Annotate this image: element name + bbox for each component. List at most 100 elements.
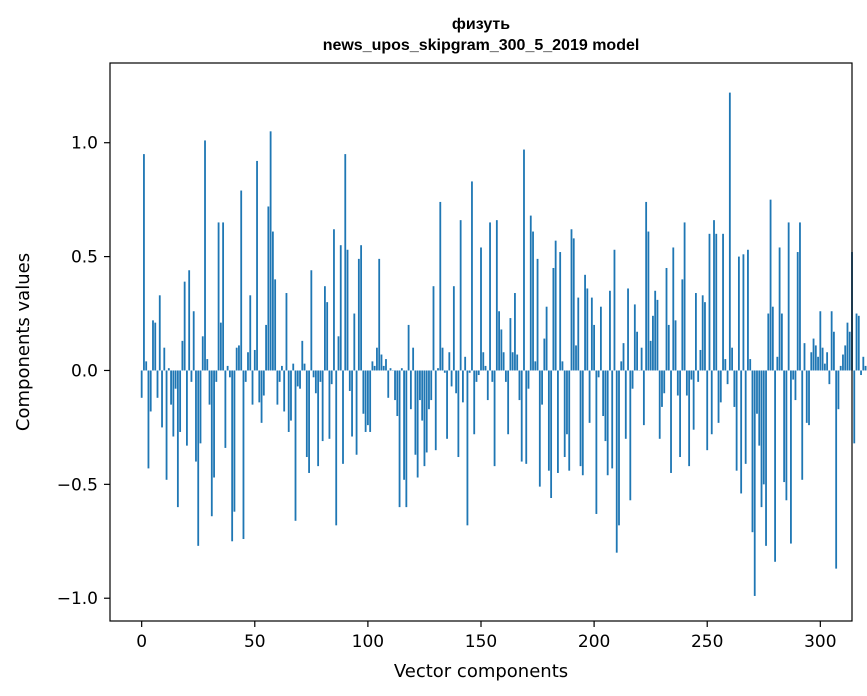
bar-34	[217, 222, 220, 371]
bar-253	[713, 220, 715, 371]
bar-236	[674, 320, 677, 371]
bar-297	[812, 338, 815, 371]
bar-119	[409, 370, 412, 410]
bar-244	[692, 370, 695, 430]
bar-239	[681, 279, 684, 371]
bar-21	[188, 270, 191, 371]
bar-200	[593, 324, 596, 371]
bar-266	[742, 254, 745, 371]
bar-316	[855, 313, 858, 371]
y-tick-label: −1.0	[57, 589, 98, 609]
bar-39	[228, 370, 231, 378]
bar-241	[685, 370, 688, 396]
bar-67	[292, 363, 295, 371]
bar-183	[554, 240, 557, 371]
bar-271	[753, 370, 756, 596]
bar-91	[346, 249, 349, 371]
bar-285	[785, 370, 788, 501]
bar-234	[670, 370, 672, 473]
bar-181	[550, 370, 553, 499]
bar-269	[749, 359, 752, 371]
y-tick-label: 1.0	[71, 134, 98, 154]
bar-175	[536, 258, 539, 371]
bar-290	[796, 252, 799, 371]
bar-274	[760, 370, 763, 508]
bar-262	[733, 370, 736, 407]
x-axis-label: Vector components	[394, 661, 568, 682]
bar-171	[527, 370, 530, 389]
bar-86	[335, 370, 338, 526]
bar-98	[362, 370, 365, 414]
bar-16	[176, 370, 179, 508]
bar-89	[342, 370, 344, 464]
bar-229	[658, 370, 661, 439]
bar-112	[394, 370, 396, 401]
bar-158	[498, 311, 500, 371]
bar-163	[509, 318, 512, 371]
bar-18	[181, 340, 184, 371]
bar-76	[312, 370, 315, 378]
bar-6	[154, 322, 157, 371]
bar-83	[328, 370, 331, 439]
bar-131	[437, 368, 439, 371]
bar-191	[572, 238, 575, 371]
bar-113	[396, 370, 399, 417]
bar-215	[627, 288, 629, 371]
bar-279	[771, 306, 774, 371]
bar-319	[862, 356, 865, 371]
bar-217	[631, 370, 634, 389]
bar-194	[579, 370, 582, 467]
bar-307	[835, 370, 838, 569]
bar-174	[534, 361, 537, 371]
bar-121	[414, 370, 417, 455]
bar-126	[425, 370, 428, 453]
bar-189	[568, 370, 571, 471]
bar-258	[724, 359, 727, 371]
bar-169	[523, 149, 525, 371]
bar-246	[697, 370, 700, 382]
bar-214	[624, 370, 627, 439]
bar-204	[602, 370, 605, 417]
bar-210	[615, 370, 618, 553]
bar-51	[256, 160, 258, 371]
bar-293	[803, 343, 806, 371]
bar-152	[484, 365, 487, 371]
bar-197	[586, 288, 589, 371]
plot-area-frame	[109, 62, 853, 622]
bar-150	[480, 247, 482, 371]
bar-223	[645, 201, 648, 371]
bar-30	[208, 370, 211, 405]
bar-222	[642, 370, 645, 426]
bar-252	[710, 370, 713, 435]
bar-42	[235, 347, 238, 371]
bar-11	[165, 370, 168, 480]
chart-title-line-1: физуть	[452, 16, 510, 33]
bar-108	[385, 359, 387, 371]
bar-12	[167, 368, 170, 371]
bar-20	[186, 370, 188, 446]
bar-25	[197, 370, 200, 546]
bar-230	[661, 370, 663, 407]
bar-160	[502, 352, 505, 371]
bar-179	[545, 306, 548, 371]
bar-101	[369, 370, 372, 432]
bar-238	[679, 370, 681, 458]
bar-299	[817, 356, 819, 371]
bar-212	[620, 361, 623, 371]
bar-201	[595, 370, 598, 514]
bar-85	[333, 229, 335, 371]
y-axis-label: Components values	[13, 253, 34, 431]
x-tick-label: 50	[244, 632, 266, 652]
bar-145	[468, 370, 471, 373]
bar-141	[459, 220, 462, 371]
bar-135	[446, 370, 448, 439]
bar-49	[251, 370, 254, 405]
bar-75	[310, 270, 313, 371]
bar-84	[330, 370, 333, 385]
bar-166	[516, 354, 519, 371]
bar-205	[604, 370, 607, 442]
bar-88	[339, 245, 342, 371]
bar-90	[344, 154, 347, 371]
bar-277	[767, 313, 770, 371]
